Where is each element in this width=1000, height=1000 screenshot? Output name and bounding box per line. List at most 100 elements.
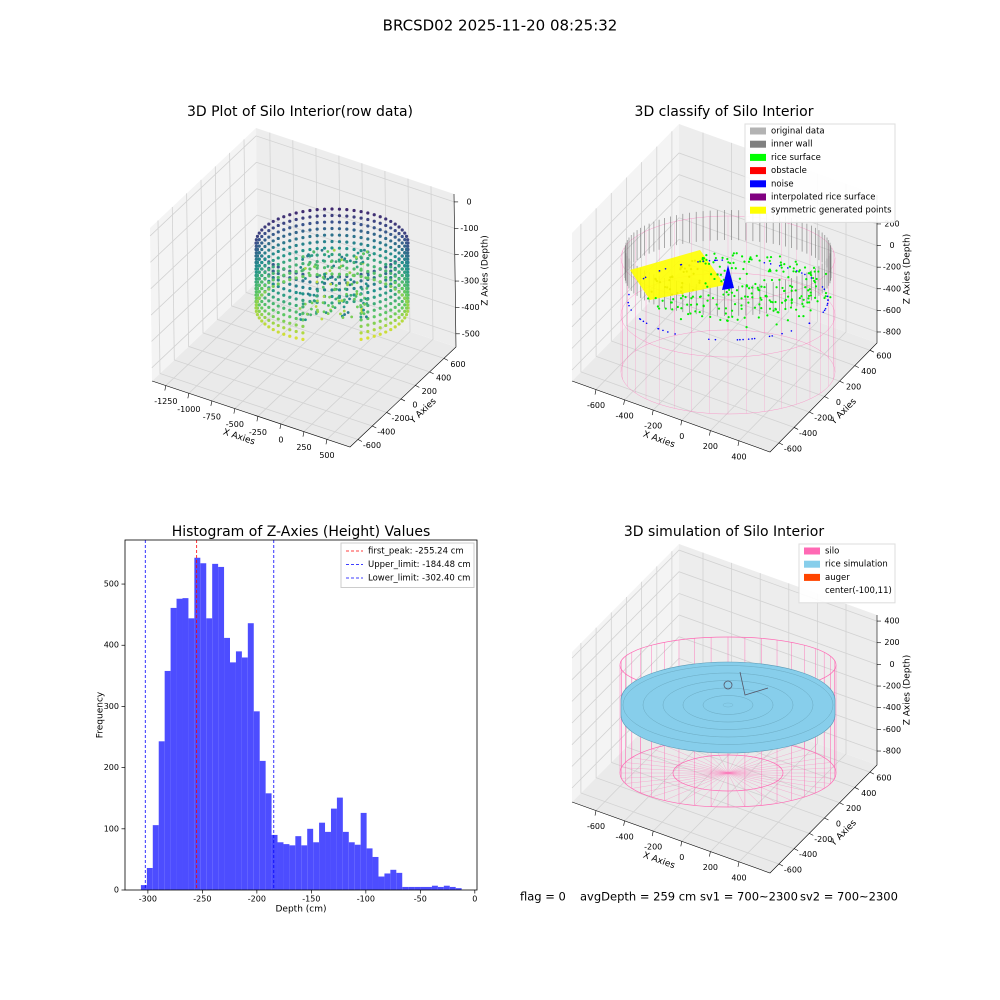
point-cloud-dot: [315, 208, 319, 212]
point-cloud-dot: [393, 299, 397, 303]
point-cloud-dot: [276, 249, 280, 254]
point-cloud-dot: [400, 293, 404, 297]
point-cloud-dot: [315, 214, 319, 218]
point-cloud-dot: [288, 219, 292, 223]
point-cloud-dot: [400, 280, 404, 284]
point-cloud-dot: [316, 289, 319, 293]
point-cloud-dot: [359, 331, 363, 335]
point-cloud-dot: [389, 275, 393, 280]
point-cloud-dot: [378, 332, 382, 336]
point-cloud-dot: [322, 227, 327, 231]
point-cloud-dot: [267, 305, 271, 309]
point-cloud-dot: [400, 228, 404, 232]
legend-label: Lower_limit: -302.40 cm: [368, 574, 470, 584]
point-cloud-dot: [345, 266, 349, 270]
point-cloud-dot: [267, 312, 271, 316]
tick-mark: [623, 820, 625, 826]
tick-mark: [778, 442, 784, 446]
tick-mark: [357, 439, 363, 442]
point-cloud-dot: [255, 286, 260, 290]
point-cloud-dot: [257, 290, 261, 294]
point-cloud-dot: [255, 313, 260, 317]
legend-swatch: [750, 193, 766, 201]
point-cloud-dot: [389, 271, 393, 276]
rice-surface-points: [808, 288, 811, 291]
histogram-bar: [170, 607, 177, 890]
rice-surface-points: [764, 294, 767, 298]
rice-surface-points: [689, 303, 693, 306]
histogram-bar: [378, 876, 385, 890]
rice-surface-points: [754, 282, 757, 286]
point-cloud-dot: [294, 329, 298, 334]
rice-surface-points: [769, 269, 772, 273]
rice-surface-points: [658, 281, 662, 284]
point-cloud-dot: [308, 221, 312, 226]
silo-wireframe: [727, 772, 816, 794]
point-cloud-dot: [345, 300, 349, 304]
rice-surface-points: [679, 297, 683, 300]
point-cloud-dot: [372, 245, 376, 249]
rice-surface-points: [689, 312, 692, 315]
y-tick-label: 0: [412, 400, 417, 409]
silo-wireframe: [710, 772, 729, 807]
x-tick-label: 0: [278, 435, 283, 444]
z-tick-label: -600: [883, 725, 901, 734]
tick-mark: [824, 396, 829, 399]
rice-surface-points: [813, 270, 816, 273]
rice-surface-points: [716, 273, 719, 276]
rice-surface-points: [736, 318, 739, 321]
point-cloud-dot: [397, 309, 401, 313]
point-cloud-dot: [337, 220, 342, 224]
rice-surface-points: [757, 316, 760, 319]
point-cloud-dot: [282, 260, 286, 264]
histogram-bar: [200, 563, 207, 890]
point-cloud-dot: [355, 265, 359, 269]
grid-line: [710, 173, 818, 431]
point-cloud-dot: [288, 334, 292, 338]
point-cloud-dot: [400, 299, 404, 304]
rice-surface-points: [775, 269, 778, 272]
point-cloud-dot: [384, 310, 388, 315]
point-cloud-dot: [346, 311, 350, 314]
point-cloud-dot: [301, 292, 305, 296]
point-cloud-dot: [254, 264, 258, 268]
x-tick-label: -200: [644, 843, 662, 852]
point-cloud-dot: [345, 208, 349, 212]
grid-line: [610, 193, 810, 413]
point-cloud-dot: [255, 267, 260, 271]
legend-label: symmetric generated points: [771, 206, 892, 216]
point-cloud-dot: [315, 221, 319, 225]
point-cloud-dot: [271, 308, 275, 312]
point-cloud-dot: [340, 258, 343, 262]
rice-surface-points: [814, 285, 818, 288]
histogram-bar: [408, 886, 415, 890]
point-cloud-dot: [342, 309, 346, 313]
point-cloud-dot: [378, 228, 382, 232]
point-cloud-dot: [288, 328, 292, 332]
point-cloud-dot: [378, 273, 382, 277]
point-cloud-dot: [337, 299, 341, 303]
rice-surface-points: [755, 254, 758, 257]
legend-swatch: [750, 180, 766, 188]
y-tick-label: 400: [436, 373, 451, 382]
point-cloud-dot: [372, 278, 376, 282]
noise-points: [768, 335, 771, 338]
point-cloud-dot: [359, 235, 363, 240]
rice-surface-points: [812, 276, 815, 280]
x-tick-label: -1000: [177, 405, 200, 414]
point-cloud-dot: [355, 290, 359, 293]
legend-box: [744, 123, 896, 223]
z-axis-label: Z Axies (Depth): [903, 234, 913, 305]
point-cloud-dot: [334, 283, 338, 287]
rice-surface-points: [722, 293, 725, 296]
tick-mark: [210, 400, 213, 407]
point-cloud-dot: [301, 311, 305, 316]
rice-surface-points: [724, 307, 728, 310]
histogram-bar: [182, 598, 189, 890]
rice-surface-points: [692, 272, 695, 275]
point-cloud-dot: [368, 253, 371, 257]
noise-points: [769, 263, 772, 265]
silo-wireframe: [640, 752, 729, 774]
legend-label: inner wall: [771, 140, 812, 150]
tick-mark: [400, 398, 406, 402]
